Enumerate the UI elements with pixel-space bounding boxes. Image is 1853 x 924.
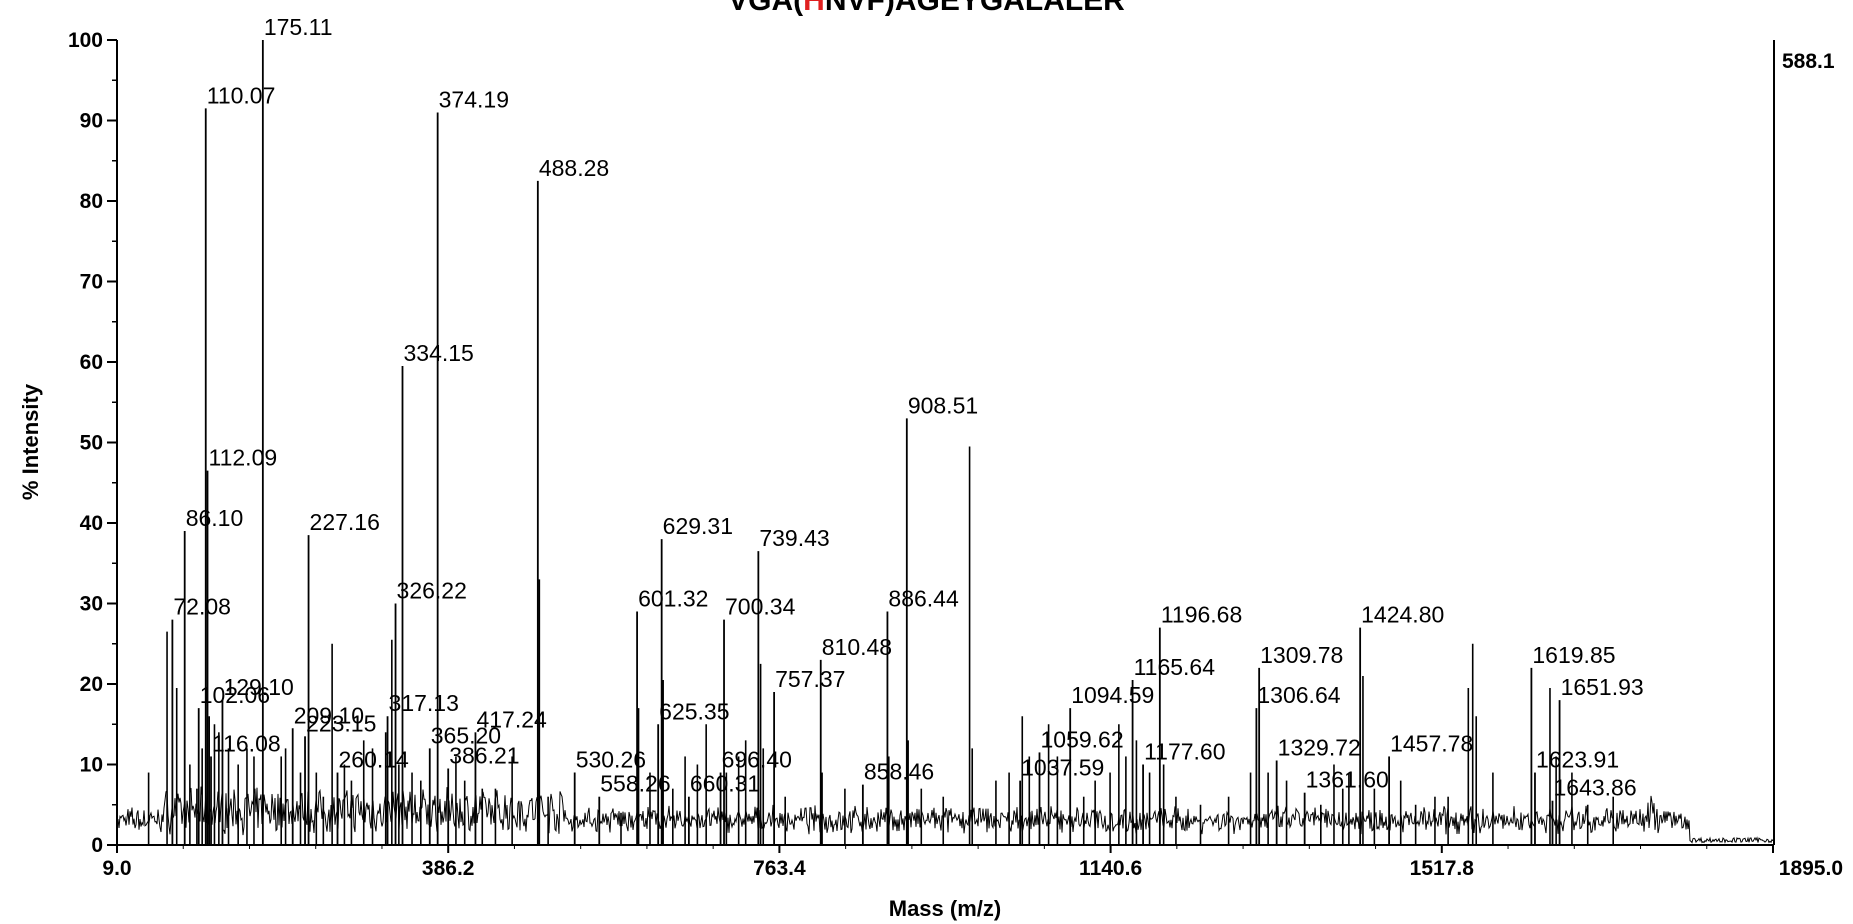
- peak-lines-layer: [147, 40, 1614, 845]
- peak-label: 858.46: [864, 759, 934, 785]
- base-peak-label: 588.1: [1782, 50, 1835, 73]
- y-tick-label: 80: [80, 190, 103, 213]
- peak-label: 116.08: [212, 730, 281, 756]
- peak-label: 317.13: [389, 690, 459, 716]
- peak-label: 810.48: [822, 634, 892, 660]
- peak-label: 1651.93: [1561, 674, 1644, 700]
- peak-label: 1059.62: [1040, 726, 1123, 752]
- peak-label: 175.11: [264, 14, 333, 40]
- y-tick-label: 40: [80, 512, 103, 535]
- peak-label: 739.43: [759, 525, 829, 551]
- y-tick-label: 30: [80, 593, 103, 616]
- peak-label: 223.15: [306, 710, 376, 736]
- peak-label: 1623.91: [1536, 747, 1619, 773]
- peak-label: 374.19: [439, 86, 509, 112]
- title-prefix: VGA(: [728, 0, 804, 17]
- peak-label: 86.10: [186, 505, 244, 531]
- x-tick-label: 1517.8: [1410, 857, 1475, 880]
- peak-label: 1196.68: [1161, 602, 1242, 628]
- peak-label: 112.09: [209, 445, 278, 471]
- peak-label: 1361.60: [1306, 767, 1389, 793]
- y-tick-label: 20: [80, 673, 103, 696]
- peak-label: 72.08: [173, 594, 231, 620]
- y-tick-label: 60: [80, 351, 103, 374]
- title-suffix: NVF)AGEYGALALER: [824, 0, 1125, 17]
- peak-label: 129.10: [223, 674, 293, 700]
- peak-label: 227.16: [310, 509, 380, 535]
- peak-label: 1165.64: [1134, 654, 1216, 680]
- peak-label: 1306.64: [1257, 682, 1340, 708]
- peak-label-layer: 72.08 86.10 102.06 110.07 112.09 116.08 129.10…: [173, 14, 1643, 801]
- peak-label: 886.44: [888, 586, 959, 612]
- y-axis-label: % Intensity: [18, 383, 43, 500]
- peak-label: 209.10: [294, 702, 364, 728]
- peak-label: 488.28: [539, 155, 609, 181]
- y-tick-label: 70: [80, 271, 103, 294]
- peak-label: 260.14: [339, 747, 410, 773]
- peak-label: 696.40: [722, 747, 792, 773]
- peak-label: 110.07: [207, 82, 276, 108]
- spectrum-trace-layer: [117, 786, 1774, 844]
- peak-label: 700.34: [725, 594, 796, 620]
- peak-label: 660.31: [690, 771, 760, 797]
- x-axis-label: Mass (m/z): [889, 896, 1001, 921]
- peak-label: 326.22: [397, 578, 467, 604]
- peak-label: 1177.60: [1144, 739, 1225, 765]
- peak-label: 1094.59: [1071, 682, 1154, 708]
- peak-label: 601.32: [638, 586, 708, 612]
- x-tick-label: 386.2: [422, 857, 475, 880]
- y-tick-label: 0: [91, 834, 103, 857]
- x-tick-label: 9.0: [102, 857, 131, 880]
- peak-label: 629.31: [663, 513, 733, 539]
- peak-label: 530.26: [576, 747, 646, 773]
- y-tick-label: 10: [80, 754, 103, 777]
- peak-label: 334.15: [403, 340, 473, 366]
- peak-label: 1424.80: [1361, 602, 1444, 628]
- peak-label: 1329.72: [1278, 734, 1361, 760]
- peak-label: 1457.78: [1390, 730, 1473, 756]
- x-tick-label: 763.4: [753, 857, 806, 880]
- peak-label: 1619.85: [1532, 642, 1615, 668]
- peak-label: 558.26: [600, 771, 670, 797]
- peak-label: 908.51: [908, 392, 978, 418]
- peak-label: 1037.59: [1021, 755, 1104, 781]
- peak-label: 757.37: [775, 666, 845, 692]
- peak-label: 1309.78: [1260, 642, 1343, 668]
- y-tick-label: 90: [80, 110, 103, 133]
- chart-title: VGA(HNVF)AGEYGALALER: [0, 0, 1853, 18]
- tick-layer: 0 10 20 30 40 50 60 70 80 90 100 9.0 386.2 763.4 1140.…: [68, 29, 1843, 880]
- peak-label: 102.06: [200, 682, 270, 708]
- peak-label: 1643.86: [1553, 775, 1636, 801]
- title-highlight: H: [803, 0, 825, 17]
- y-tick-label: 50: [80, 432, 103, 455]
- peak-label: 365.20: [431, 722, 501, 748]
- spectrum-baseline-trace: [117, 786, 1774, 844]
- peak-label: 386.21: [449, 743, 519, 769]
- peak-label: 417.24: [476, 706, 547, 732]
- x-tick-label: 1895.0: [1779, 857, 1843, 880]
- peak-label: 625.35: [659, 698, 729, 724]
- x-tick-label: 1140.6: [1079, 857, 1142, 880]
- y-tick-label: 100: [68, 29, 103, 52]
